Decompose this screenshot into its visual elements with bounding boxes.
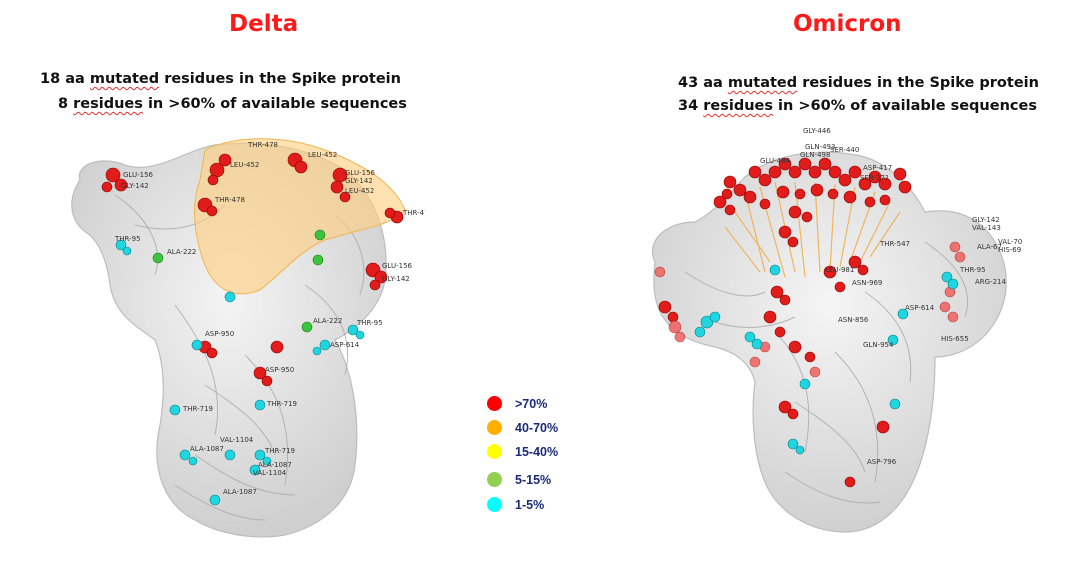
legend-swatch — [487, 396, 502, 411]
omicron-title: Omicron — [793, 11, 902, 37]
legend-item-1: 40-70% — [487, 420, 558, 435]
omicron-subtitle-line2: 34 residues in >60% of available sequenc… — [678, 98, 1037, 114]
legend-label: 5-15% — [515, 472, 552, 487]
svg-text:GLU-156: GLU-156 — [123, 171, 154, 179]
svg-text:GLY-142: GLY-142 — [345, 177, 373, 185]
svg-text:LEU-981: LEU-981 — [825, 266, 854, 274]
svg-text:ASN-856: ASN-856 — [838, 316, 869, 324]
svg-text:THR-719: THR-719 — [264, 447, 295, 455]
svg-text:ARG-214: ARG-214 — [975, 278, 1007, 286]
delta-rbd-domain — [194, 138, 406, 295]
legend-item-4: 1-5% — [487, 497, 544, 512]
omicron-subtitle-line1: 43 aa mutated residues in the Spike prot… — [678, 75, 1039, 91]
svg-text:LEU-452: LEU-452 — [230, 161, 259, 169]
omicron-spike-structure: GLY-446 GLN-493 SER-440 GLN-498 GLU-484 … — [651, 127, 1022, 533]
delta-residue-labels: GLU-156 GLY-142 THR-478 LEU-452 LEU-452 … — [114, 141, 425, 496]
svg-text:ASN-969: ASN-969 — [852, 279, 882, 287]
legend-swatch — [487, 497, 502, 512]
svg-text:HIS-69: HIS-69 — [998, 246, 1021, 254]
svg-text:GLU-484: GLU-484 — [760, 157, 791, 165]
svg-text:THR-478: THR-478 — [214, 196, 245, 204]
svg-text:GLU-156: GLU-156 — [345, 169, 376, 177]
svg-text:LEU-452: LEU-452 — [345, 187, 374, 195]
omicron-residue-labels: GLY-446 GLN-493 SER-440 GLN-498 GLU-484 … — [760, 127, 1022, 466]
svg-text:SER-371: SER-371 — [860, 174, 889, 182]
svg-text:GLY-142: GLY-142 — [121, 182, 149, 190]
delta-subtitle-line2: 8 residues in >60% of available sequence… — [58, 96, 407, 112]
svg-text:GLN-498: GLN-498 — [800, 151, 830, 159]
svg-text:THR-719: THR-719 — [266, 400, 297, 408]
svg-text:ASP-614: ASP-614 — [905, 304, 935, 312]
svg-text:LEU-452: LEU-452 — [308, 151, 337, 159]
svg-text:THR-95: THR-95 — [356, 319, 383, 327]
svg-text:ASP-950: ASP-950 — [265, 366, 294, 374]
svg-text:ALA-222: ALA-222 — [167, 248, 196, 256]
svg-text:ALA-1087: ALA-1087 — [223, 488, 257, 496]
legend-label: 40-70% — [515, 420, 559, 435]
svg-text:ASP-614: ASP-614 — [330, 341, 360, 349]
svg-text:ALA-222: ALA-222 — [313, 317, 342, 325]
svg-text:ASP-417: ASP-417 — [863, 164, 892, 172]
svg-text:SER-440: SER-440 — [830, 146, 859, 154]
svg-text:GLY-142: GLY-142 — [972, 216, 1000, 224]
svg-text:GLN-493: GLN-493 — [805, 143, 835, 151]
legend-item-0: >70% — [487, 396, 547, 411]
svg-text:GLN-954: GLN-954 — [863, 341, 894, 349]
svg-text:VAL-143: VAL-143 — [972, 224, 1001, 232]
legend-swatch — [487, 420, 502, 435]
svg-text:THR-719: THR-719 — [182, 405, 213, 413]
svg-text:THR-95: THR-95 — [114, 235, 141, 243]
legend-swatch — [487, 444, 502, 459]
legend-item-2: 15-40% — [487, 444, 558, 459]
delta-subtitle-line1: 18 aa mutated residues in the Spike prot… — [40, 71, 401, 87]
legend-label: 15-40% — [515, 444, 559, 459]
svg-text:VAL-70: VAL-70 — [998, 238, 1022, 246]
svg-text:THR-547: THR-547 — [879, 240, 910, 248]
svg-text:THR-478: THR-478 — [247, 141, 278, 149]
svg-text:GLU-156: GLU-156 — [382, 262, 413, 270]
svg-text:VAL-1104: VAL-1104 — [253, 469, 287, 477]
legend-item-3: 5-15% — [487, 472, 551, 487]
svg-text:THR-95: THR-95 — [959, 266, 986, 274]
delta-title: Delta — [229, 11, 299, 37]
legend-label: 1-5% — [515, 497, 545, 512]
svg-text:GLY-142: GLY-142 — [382, 275, 410, 283]
svg-text:ASP-950: ASP-950 — [205, 330, 234, 338]
svg-text:ALA-67: ALA-67 — [977, 243, 1002, 251]
svg-text:ALA-1087: ALA-1087 — [190, 445, 224, 453]
svg-text:ALA-1087: ALA-1087 — [258, 461, 292, 469]
svg-text:HIS-655: HIS-655 — [941, 335, 969, 343]
svg-text:ASP-796: ASP-796 — [867, 458, 897, 466]
legend-label: >70% — [515, 396, 548, 411]
svg-text:THR-478: THR-478 — [402, 209, 425, 217]
svg-text:VAL-1104: VAL-1104 — [220, 436, 254, 444]
svg-text:GLY-446: GLY-446 — [803, 127, 831, 135]
legend-swatch — [487, 472, 502, 487]
delta-spike-structure: GLU-156 GLY-142 THR-478 LEU-452 LEU-452 … — [71, 138, 425, 538]
